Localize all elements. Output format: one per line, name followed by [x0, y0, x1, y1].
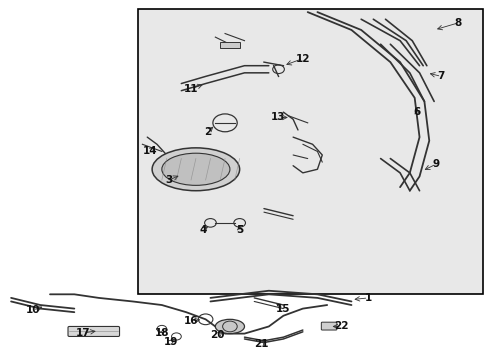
FancyBboxPatch shape	[321, 322, 336, 330]
Text: 14: 14	[142, 147, 157, 157]
Text: 4: 4	[199, 225, 206, 235]
Text: 18: 18	[154, 328, 169, 338]
Ellipse shape	[215, 319, 244, 334]
Ellipse shape	[162, 153, 229, 185]
Text: 2: 2	[204, 127, 211, 137]
FancyBboxPatch shape	[137, 9, 482, 294]
FancyBboxPatch shape	[68, 327, 119, 337]
Text: 8: 8	[454, 18, 461, 28]
Text: 9: 9	[432, 159, 439, 169]
Text: 6: 6	[413, 107, 420, 117]
Ellipse shape	[152, 148, 239, 191]
Text: 10: 10	[26, 305, 40, 315]
Text: 13: 13	[271, 112, 285, 122]
Text: 12: 12	[295, 54, 309, 64]
Bar	[220, 42, 239, 48]
Text: 15: 15	[276, 303, 290, 314]
Text: 17: 17	[76, 328, 90, 338]
Text: 1: 1	[364, 293, 371, 303]
Text: 22: 22	[334, 321, 348, 332]
Text: 5: 5	[236, 225, 243, 235]
Text: 11: 11	[183, 84, 198, 94]
Text: 16: 16	[183, 316, 198, 326]
Text: 20: 20	[210, 330, 224, 341]
Text: 3: 3	[165, 175, 172, 185]
Text: 7: 7	[437, 71, 444, 81]
Text: 19: 19	[163, 337, 178, 347]
Text: 21: 21	[254, 339, 268, 349]
